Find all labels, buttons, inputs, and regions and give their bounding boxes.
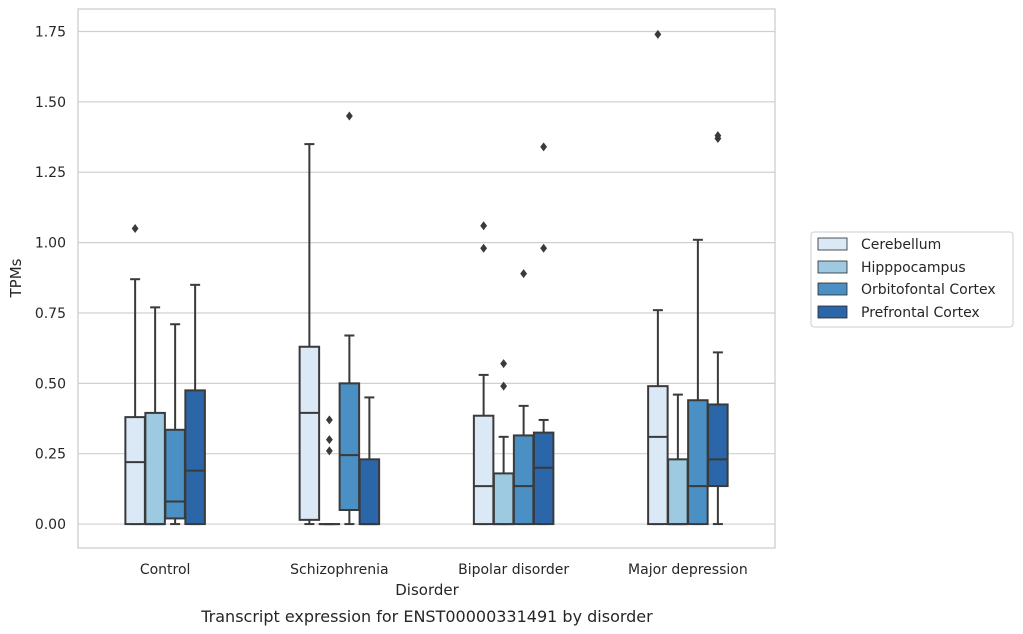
legend-item: Hipppocampus xyxy=(817,260,966,276)
y-tick-label: 1.25 xyxy=(35,165,66,181)
outlier-marker xyxy=(325,446,333,456)
legend-label: Prefrontal Cortex xyxy=(861,305,980,321)
box-group xyxy=(298,143,321,526)
box-group xyxy=(184,283,206,526)
box-body xyxy=(667,458,689,526)
x-axis-title: Disorder xyxy=(395,581,459,599)
box-group xyxy=(164,323,186,526)
legend-swatch xyxy=(817,237,848,251)
box-group xyxy=(318,415,341,526)
box-group xyxy=(532,142,555,526)
y-axis-ticks: 0.00 0.25 0.50 0.75 1.00 1.25 1.50 1.75 xyxy=(35,25,66,534)
box-group xyxy=(687,238,709,526)
box-group xyxy=(358,396,381,526)
x-tick-label: Major depression xyxy=(628,562,748,578)
legend-swatch xyxy=(817,282,848,296)
legend-item: Cerebellum xyxy=(817,237,941,253)
box-group xyxy=(667,393,689,526)
box-group xyxy=(472,221,495,526)
outlier-marker xyxy=(500,381,508,391)
legend: Cerebellum Hipppocampus Orbitofontal Cor… xyxy=(810,231,1014,328)
y-tick-label: 0.50 xyxy=(35,376,66,392)
legend-swatch xyxy=(817,305,848,319)
box-body xyxy=(472,414,495,526)
box-group xyxy=(124,224,146,526)
outlier-marker xyxy=(325,435,333,445)
outlier-marker xyxy=(540,142,548,152)
box-body xyxy=(124,416,146,526)
y-tick-label: 1.75 xyxy=(35,25,66,41)
legend-item: Prefrontal Cortex xyxy=(817,305,980,321)
box-group xyxy=(707,131,729,526)
box-body xyxy=(298,345,321,521)
box-body xyxy=(492,472,515,526)
x-tick-label: Control xyxy=(140,562,191,578)
legend-label: Orbitofontal Cortex xyxy=(861,282,996,298)
outlier-marker xyxy=(520,269,528,279)
box-body xyxy=(532,431,555,526)
box-body xyxy=(647,385,669,526)
chart-caption: Transcript expression for ENST0000033149… xyxy=(200,607,653,626)
box-group xyxy=(647,29,669,526)
box-body xyxy=(338,382,361,512)
legend-label: Hipppocampus xyxy=(861,260,966,276)
x-tick-label: Bipolar disorder xyxy=(458,562,569,578)
x-tick-label: Schizophrenia xyxy=(290,562,388,578)
outlier-marker xyxy=(480,243,488,253)
outlier-marker xyxy=(540,243,548,253)
box-body xyxy=(184,389,206,526)
y-tick-label: 1.00 xyxy=(35,236,66,252)
box-body xyxy=(144,411,166,526)
y-tick-label: 1.50 xyxy=(35,95,66,111)
legend-item: Orbitofontal Cortex xyxy=(817,282,996,298)
box-body xyxy=(512,434,535,526)
box-group xyxy=(512,269,535,526)
outlier-marker xyxy=(131,224,139,234)
box-body xyxy=(687,399,709,526)
x-axis-ticks: Control Schizophrenia Bipolar disorder Majo… xyxy=(140,562,748,578)
box-body xyxy=(358,458,381,526)
y-tick-label: 0.00 xyxy=(35,517,66,533)
box-group xyxy=(338,111,361,526)
box-plot-area xyxy=(124,29,729,526)
outlier-marker xyxy=(500,359,508,369)
y-tick-label: 0.25 xyxy=(35,447,66,463)
y-tick-label: 0.75 xyxy=(35,306,66,322)
outlier-marker xyxy=(345,111,353,121)
legend-frame xyxy=(810,231,1014,328)
outlier-marker xyxy=(714,131,722,141)
legend-label: Cerebellum xyxy=(861,237,941,253)
outlier-marker xyxy=(325,415,333,425)
y-axis-title: TPMs xyxy=(7,258,25,298)
box-body xyxy=(164,428,186,520)
box-group xyxy=(144,306,166,526)
outlier-marker xyxy=(480,221,488,231)
plot-frame xyxy=(77,8,776,549)
outlier-marker xyxy=(654,29,662,39)
box-body xyxy=(707,403,729,488)
legend-swatch xyxy=(817,260,848,274)
